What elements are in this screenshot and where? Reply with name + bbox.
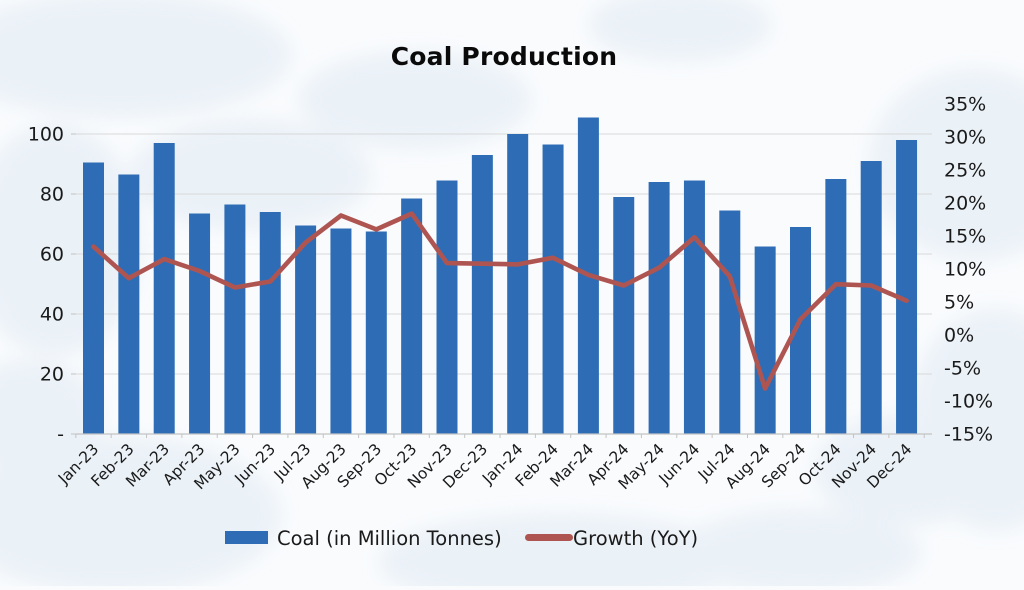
left-axis-tick-label: - — [57, 424, 64, 446]
coal-bar — [542, 144, 564, 434]
coal-bar — [401, 198, 423, 434]
legend-growth-line-icon — [525, 534, 573, 541]
map-blob — [0, 360, 100, 480]
map-blob — [590, 0, 770, 60]
coal-bar — [436, 180, 458, 434]
left-axis-tick-label: 80 — [40, 184, 64, 206]
right-axis-tick-label: -15% — [944, 424, 993, 446]
coal-bar — [365, 231, 387, 434]
coal-bar — [896, 140, 918, 434]
right-axis-tick-label: -10% — [944, 391, 993, 413]
right-axis-tick-label: 10% — [944, 259, 986, 281]
coal-bar — [153, 143, 175, 434]
map-blob — [380, 514, 740, 590]
coal-bar — [83, 162, 104, 434]
map-blob — [130, 120, 370, 230]
map-blob — [0, 0, 290, 117]
coal-bar — [259, 212, 281, 434]
left-axis-tick-label: 100 — [28, 124, 64, 146]
chart-title: Coal Production — [391, 42, 618, 71]
gridlines — [76, 133, 932, 375]
right-axis-tick-label: 20% — [944, 193, 986, 215]
coal-bar — [790, 227, 811, 434]
map-blob — [815, 415, 995, 525]
left-axis-tick-label: 60 — [40, 244, 64, 266]
right-axis-tick-label: 25% — [944, 160, 986, 182]
legend-coal-swatch-icon — [225, 531, 268, 544]
right-axis-labels: 35% 30% 25% 20% 15% 10% 5% 0% -5% -10% -15% — [944, 94, 993, 446]
map-blob — [680, 510, 920, 590]
right-axis-tick-label: 0% — [944, 325, 974, 347]
coal-bar — [189, 213, 211, 434]
legend-coal-label: Coal (in Million Tonnes) — [277, 527, 502, 550]
coal-bar — [471, 155, 493, 434]
left-axis-labels: 100 80 60 40 20 - — [28, 124, 64, 446]
coal-bar — [754, 246, 776, 434]
coal-bar — [118, 174, 140, 434]
coal-bar — [224, 204, 246, 434]
left-axis-tick-label: 40 — [40, 304, 64, 326]
left-axis-tick-label: 20 — [40, 364, 64, 386]
coal-bar — [683, 180, 705, 434]
coal-bar — [825, 179, 847, 434]
legend-growth-label: Growth (YoY) — [573, 527, 698, 550]
coal-bar — [507, 134, 529, 434]
right-axis-tick-label: 5% — [944, 292, 974, 314]
coal-bar — [648, 182, 670, 434]
right-axis-tick-label: 15% — [944, 226, 986, 248]
map-blob — [0, 437, 280, 590]
legend: Coal (in Million Tonnes) Growth (YoY) — [225, 527, 698, 550]
coal-bar — [860, 161, 882, 434]
coal-bar — [613, 197, 635, 434]
coal-bar — [330, 228, 352, 434]
right-axis-tick-label: 30% — [944, 127, 986, 149]
right-axis-tick-label: -5% — [944, 358, 981, 380]
coal-bar — [719, 210, 741, 434]
map-blob — [300, 52, 530, 148]
right-axis-tick-label: 35% — [944, 94, 986, 116]
growth-line-series — [91, 211, 909, 391]
map-blob — [0, 125, 140, 355]
coal-bar — [295, 225, 317, 434]
axis-ticks — [71, 133, 932, 438]
